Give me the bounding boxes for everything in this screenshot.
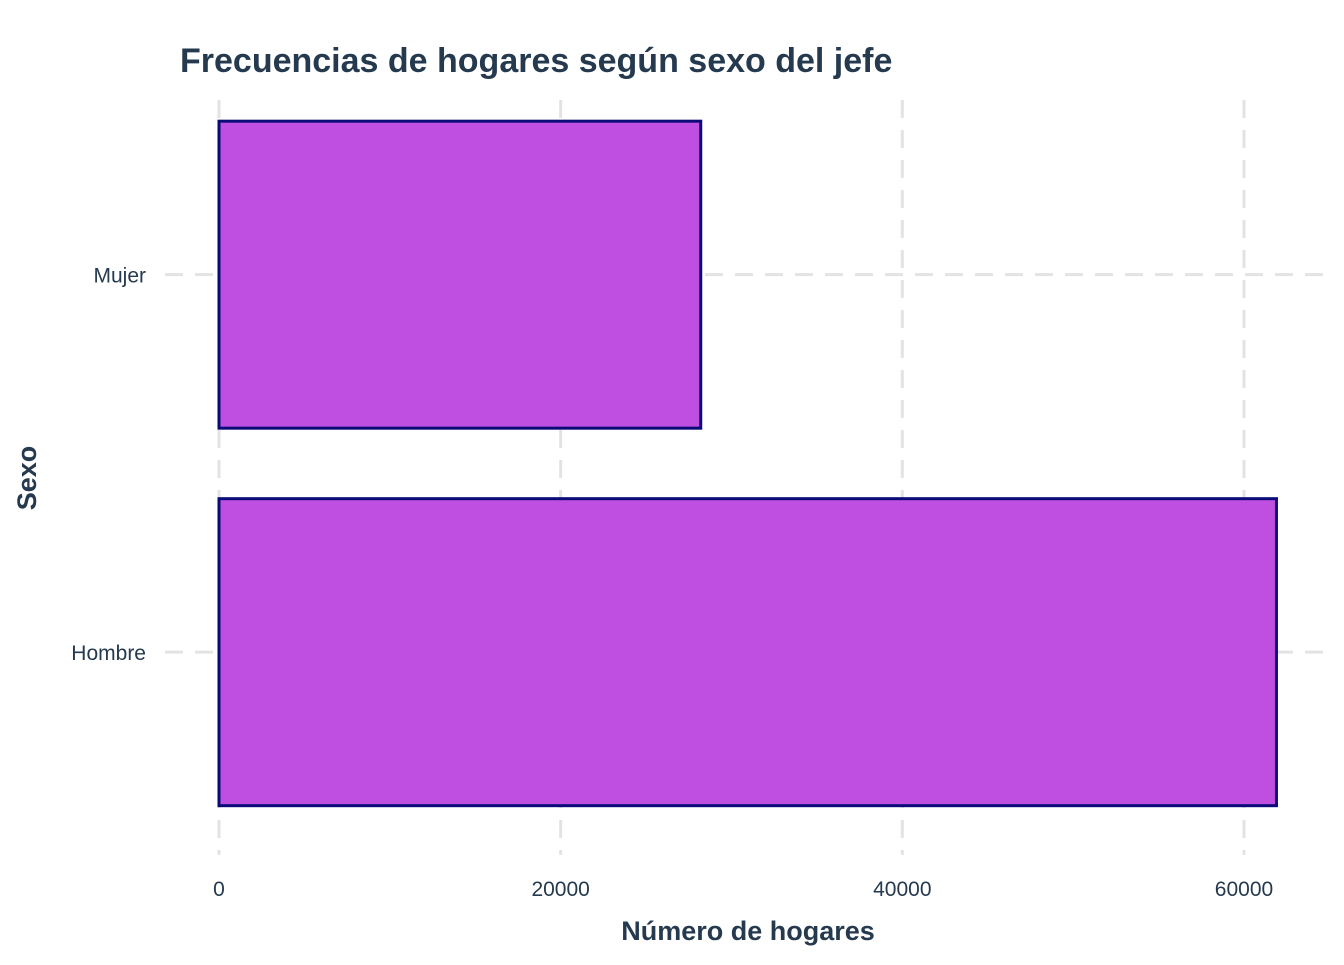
x-tick-label-0: 0: [213, 878, 225, 901]
y-tick-label-mujer: Mujer: [93, 265, 146, 288]
bar-mujer: [217, 119, 703, 430]
x-axis-title: Número de hogares: [621, 916, 875, 946]
tick-labels: 0 20000 40000 60000 Hombre Mujer: [71, 265, 1273, 901]
x-tick-label-3: 60000: [1215, 878, 1273, 901]
chart-title: Frecuencias de hogares según sexo del je…: [180, 42, 892, 80]
y-axis-title: Sexo: [12, 446, 42, 511]
bars: [217, 119, 1278, 808]
x-tick-label-1: 20000: [531, 878, 589, 901]
x-tick-label-2: 40000: [873, 878, 931, 901]
y-tick-label-hombre: Hombre: [71, 642, 146, 665]
bar-hombre: [217, 497, 1278, 808]
